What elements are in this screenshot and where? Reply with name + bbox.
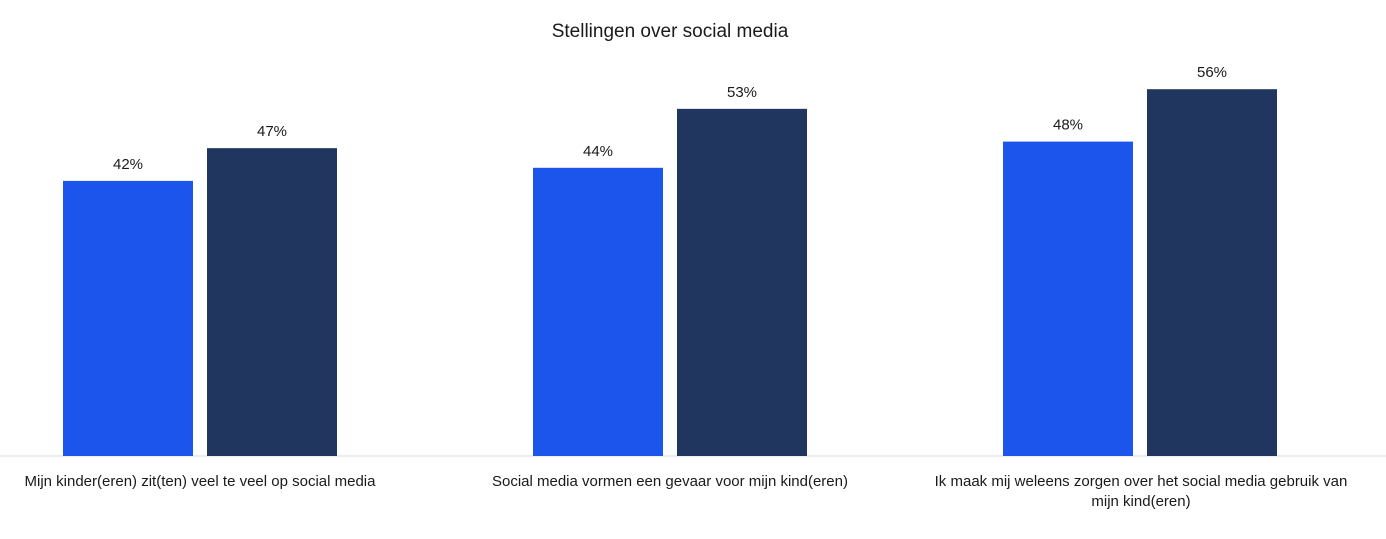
bar-series2-cat2 [677, 108, 807, 456]
data-label-series1-cat2: 44% [583, 143, 613, 160]
category-labels-layer: Mijn kinder(eren) zit(ten) veel te veel … [25, 473, 1348, 510]
data-label-series1-cat1: 42% [113, 156, 143, 173]
bar-series2-cat1 [207, 148, 337, 456]
bar-series1-cat1 [63, 180, 193, 456]
category-label-2: Social media vormen een gevaar voor mijn… [492, 473, 848, 490]
data-labels-layer: 42% 44% 48% 47% 53% 56% [113, 64, 1227, 173]
bar-series1-cat2 [533, 167, 663, 457]
data-label-series2-cat2: 53% [727, 84, 757, 101]
bar-series2-cat3 [1147, 89, 1277, 456]
chart-title: Stellingen over social media [552, 21, 789, 42]
data-label-series2-cat3: 56% [1197, 64, 1227, 81]
category-label-1: Mijn kinder(eren) zit(ten) veel te veel … [25, 473, 377, 490]
bars-layer [63, 89, 1277, 457]
category-label-3: Ik maak mij weleens zorgen over het soci… [935, 473, 1348, 510]
bar-series1-cat3 [1003, 141, 1133, 456]
data-label-series1-cat3: 48% [1053, 117, 1083, 134]
data-label-series2-cat1: 47% [257, 123, 287, 140]
